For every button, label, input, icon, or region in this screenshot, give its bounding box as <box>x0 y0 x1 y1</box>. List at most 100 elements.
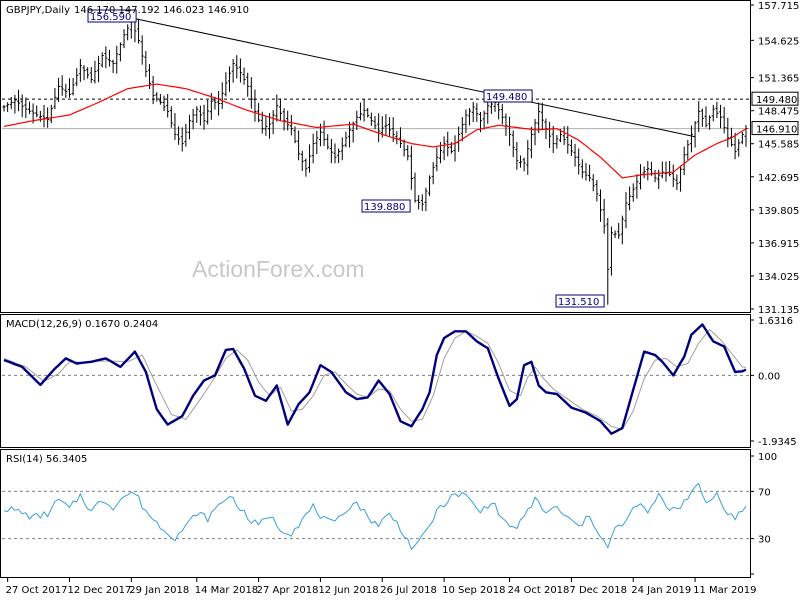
date-tick-label: 26 Jul 2018 <box>380 585 437 596</box>
price-bar <box>689 125 693 153</box>
price-bar <box>126 24 130 41</box>
price-bar <box>388 117 392 137</box>
price-bar <box>169 106 173 128</box>
macd-line <box>3 323 747 435</box>
price-bar <box>264 116 268 136</box>
annotation-text: 131.510 <box>558 297 599 308</box>
price-bar <box>217 90 221 116</box>
price-bar <box>522 157 526 172</box>
price-bar <box>238 58 242 83</box>
price-bar <box>642 166 646 179</box>
price-bar <box>35 105 39 118</box>
price-bar <box>420 194 424 211</box>
price-bar <box>624 192 628 229</box>
price-annotation: 131.510 <box>555 294 605 308</box>
level-price-text: 149.480 <box>756 95 797 106</box>
price-bar <box>435 147 439 172</box>
price-bar <box>322 120 326 146</box>
price-bar <box>606 217 610 305</box>
price-bar <box>406 145 410 161</box>
price-bar <box>209 92 213 120</box>
price-bar <box>475 103 479 122</box>
price-y-axis: 157.715 154.625 151.365 148.475 145.585 142.6… <box>750 1 799 316</box>
price-bar <box>60 75 64 96</box>
price-bar <box>599 189 603 222</box>
price-bar <box>744 124 748 147</box>
price-bar <box>373 115 377 130</box>
date-tick-label: 12 Jun 2018 <box>318 585 378 596</box>
price-bar <box>162 95 166 112</box>
price-bar <box>526 140 530 175</box>
price-bar <box>271 110 275 135</box>
price-bar <box>635 174 639 199</box>
price-tick-label: 139.805 <box>758 206 799 217</box>
price-bar <box>504 113 508 136</box>
macd-title: MACD(12,26,9) 0.1670 0.2404 <box>6 319 158 330</box>
rsi-y-axis: 100 70 30 <box>750 452 777 575</box>
price-bar <box>457 126 461 152</box>
date-tick-label: 10 Sep 2018 <box>442 585 505 596</box>
price-bar <box>537 102 541 133</box>
price-bar <box>151 75 155 105</box>
price-bar <box>362 98 366 122</box>
price-bar <box>100 52 104 68</box>
rsi-tick-label: 70 <box>758 487 771 498</box>
price-bar <box>311 133 315 164</box>
date-tick-label: 14 Mar 2018 <box>195 585 258 596</box>
price-bar <box>693 121 697 148</box>
price-bar <box>453 135 457 162</box>
price-bar <box>660 161 664 179</box>
price-bar <box>173 113 177 140</box>
rsi-tick-label: 30 <box>758 535 771 546</box>
price-bar <box>293 126 297 144</box>
date-tick-label: 29 Jan 2018 <box>129 585 189 596</box>
price-bar <box>64 83 68 98</box>
price-tick-label: 151.365 <box>758 74 799 85</box>
price-bar <box>697 101 701 133</box>
price-bar <box>17 89 21 112</box>
price-bar <box>700 108 704 127</box>
annotation-box <box>87 9 137 23</box>
annotation-box <box>555 294 605 308</box>
price-bar <box>2 104 6 112</box>
price-bar <box>486 101 490 124</box>
price-bar <box>344 131 348 148</box>
price-bar <box>533 118 537 146</box>
price-bar <box>508 116 512 146</box>
chart-symbol: GBPJPY,Daily <box>6 5 70 16</box>
date-tick-label: 24 Jan 2019 <box>631 585 691 596</box>
price-tick-label: 145.585 <box>758 140 799 151</box>
annotation-box <box>483 89 533 103</box>
price-bar <box>417 195 421 210</box>
price-bar <box>348 121 352 148</box>
price-bar <box>300 150 304 171</box>
price-bar <box>515 142 519 170</box>
price-bar <box>220 82 224 109</box>
price-bar <box>304 158 308 177</box>
price-bar <box>704 106 708 128</box>
price-bar <box>722 106 726 134</box>
macd-plot <box>2 323 750 435</box>
price-annotation: 149.480 <box>483 89 533 103</box>
price-bar <box>595 179 599 202</box>
price-bar <box>413 172 417 203</box>
price-bar <box>188 114 191 140</box>
price-bar <box>573 143 577 167</box>
price-bar <box>315 130 319 155</box>
price-bar <box>228 66 232 92</box>
price-bar <box>366 108 370 118</box>
date-tick-label: 7 Dec 2018 <box>569 585 627 596</box>
price-bar <box>75 68 79 87</box>
level-price-label: 149.480 <box>751 91 799 106</box>
price-bar <box>86 67 90 79</box>
price-bar <box>551 125 555 154</box>
price-tick-label: 131.135 <box>758 305 799 316</box>
price-bar <box>369 112 373 126</box>
price-bar <box>384 114 388 136</box>
price-annotation: 139.880 <box>361 199 411 213</box>
price-bar <box>6 102 10 112</box>
price-bar <box>198 105 202 126</box>
price-bar <box>679 165 683 192</box>
price-bar <box>726 117 730 148</box>
